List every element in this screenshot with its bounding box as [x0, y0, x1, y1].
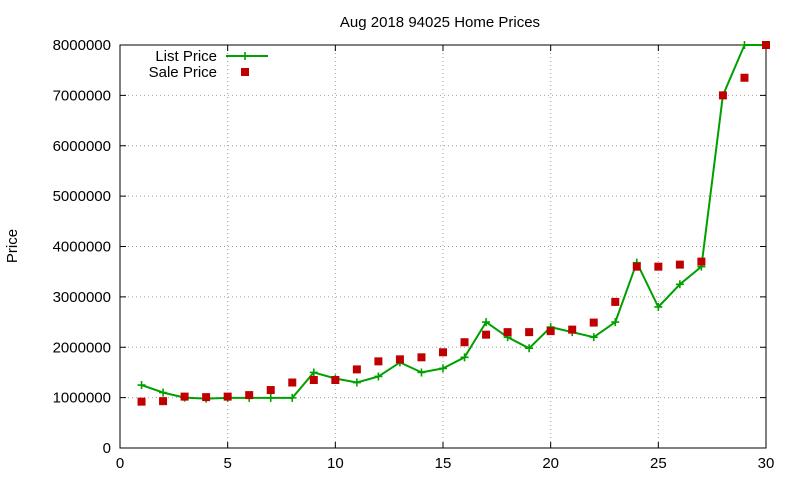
data-point-sale-price	[266, 386, 275, 395]
y-tick-label: 5000000	[53, 188, 111, 205]
y-tick-label: 3000000	[53, 289, 111, 306]
data-point-list-price	[675, 280, 684, 289]
data-point-sale-price	[762, 41, 770, 49]
data-point-sale-price	[675, 260, 684, 269]
chart-title: Aug 2018 94025 Home Prices	[340, 14, 540, 31]
x-tick-label: 15	[435, 455, 452, 472]
data-point-list-price	[460, 353, 469, 362]
legend-marker-sale-price	[241, 68, 249, 76]
data-point-list-price	[611, 318, 620, 327]
data-point-sale-price	[439, 348, 447, 357]
data-point-list-price	[482, 318, 491, 327]
x-tick-label: 5	[223, 455, 231, 472]
data-point-list-price	[309, 368, 318, 377]
legend-label-sale-price: Sale Price	[149, 64, 217, 81]
y-axis-label: Price	[4, 229, 21, 263]
data-point-sale-price	[546, 327, 555, 336]
x-tick-label: 25	[650, 455, 667, 472]
data-point-sale-price	[331, 375, 340, 384]
data-point-list-price	[654, 302, 663, 311]
data-point-sale-price	[460, 338, 469, 347]
legend-marker-list-price	[241, 52, 249, 60]
data-point-list-price	[417, 368, 426, 377]
data-point-list-price	[740, 41, 749, 49]
data-point-sale-price	[374, 357, 383, 366]
data-point-sale-price	[180, 392, 189, 401]
data-point-sale-price	[288, 378, 297, 387]
data-point-sale-price	[223, 392, 232, 401]
data-point-sale-price	[352, 365, 361, 374]
series-line-list-price	[141, 44, 766, 400]
data-point-sale-price	[417, 353, 426, 362]
x-tick-label: 10	[327, 455, 344, 472]
legend-label-list-price: List Price	[155, 48, 217, 65]
data-point-sale-price	[395, 355, 404, 364]
data-point-sale-price	[137, 397, 146, 406]
data-point-list-price	[525, 344, 534, 353]
data-point-list-price	[374, 372, 383, 381]
series	[137, 41, 770, 406]
data-point-sale-price	[632, 262, 641, 271]
data-point-list-price	[589, 333, 598, 342]
data-point-sale-price	[589, 318, 598, 327]
data-point-sale-price	[482, 330, 491, 339]
legend: List Price Sale Price	[149, 48, 268, 81]
grid	[120, 45, 766, 448]
data-point-sale-price	[525, 328, 534, 337]
data-point-sale-price	[245, 391, 254, 400]
data-point-sale-price	[309, 375, 318, 384]
data-point-sale-price	[740, 73, 749, 82]
data-point-sale-price	[718, 91, 727, 100]
data-point-sale-price	[159, 397, 168, 406]
y-tick-label: 8000000	[53, 37, 111, 54]
data-point-sale-price	[568, 325, 577, 334]
x-tick-label: 0	[116, 455, 124, 472]
axis-ticks: 0 5 10 15 20 25 30 0 1000000 2000000 3000000 400000…	[53, 37, 775, 472]
y-tick-label: 6000000	[53, 138, 111, 155]
x-tick-label: 20	[542, 455, 559, 472]
y-tick-label: 4000000	[53, 239, 111, 256]
data-point-sale-price	[202, 393, 211, 402]
data-point-sale-price	[654, 262, 663, 271]
data-point-sale-price	[611, 297, 620, 306]
data-point-sale-price	[503, 328, 512, 337]
y-tick-label: 2000000	[53, 339, 111, 356]
data-point-list-price	[352, 378, 361, 387]
x-tick-label: 30	[758, 455, 775, 472]
y-tick-label: 7000000	[53, 87, 111, 104]
y-tick-label: 1000000	[53, 390, 111, 407]
data-point-list-price	[159, 388, 168, 397]
data-point-list-price	[288, 393, 297, 402]
data-point-list-price	[439, 364, 447, 373]
data-point-list-price	[266, 393, 275, 402]
data-point-list-price	[137, 381, 146, 390]
y-tick-label: 0	[103, 440, 111, 457]
data-point-sale-price	[697, 257, 706, 266]
